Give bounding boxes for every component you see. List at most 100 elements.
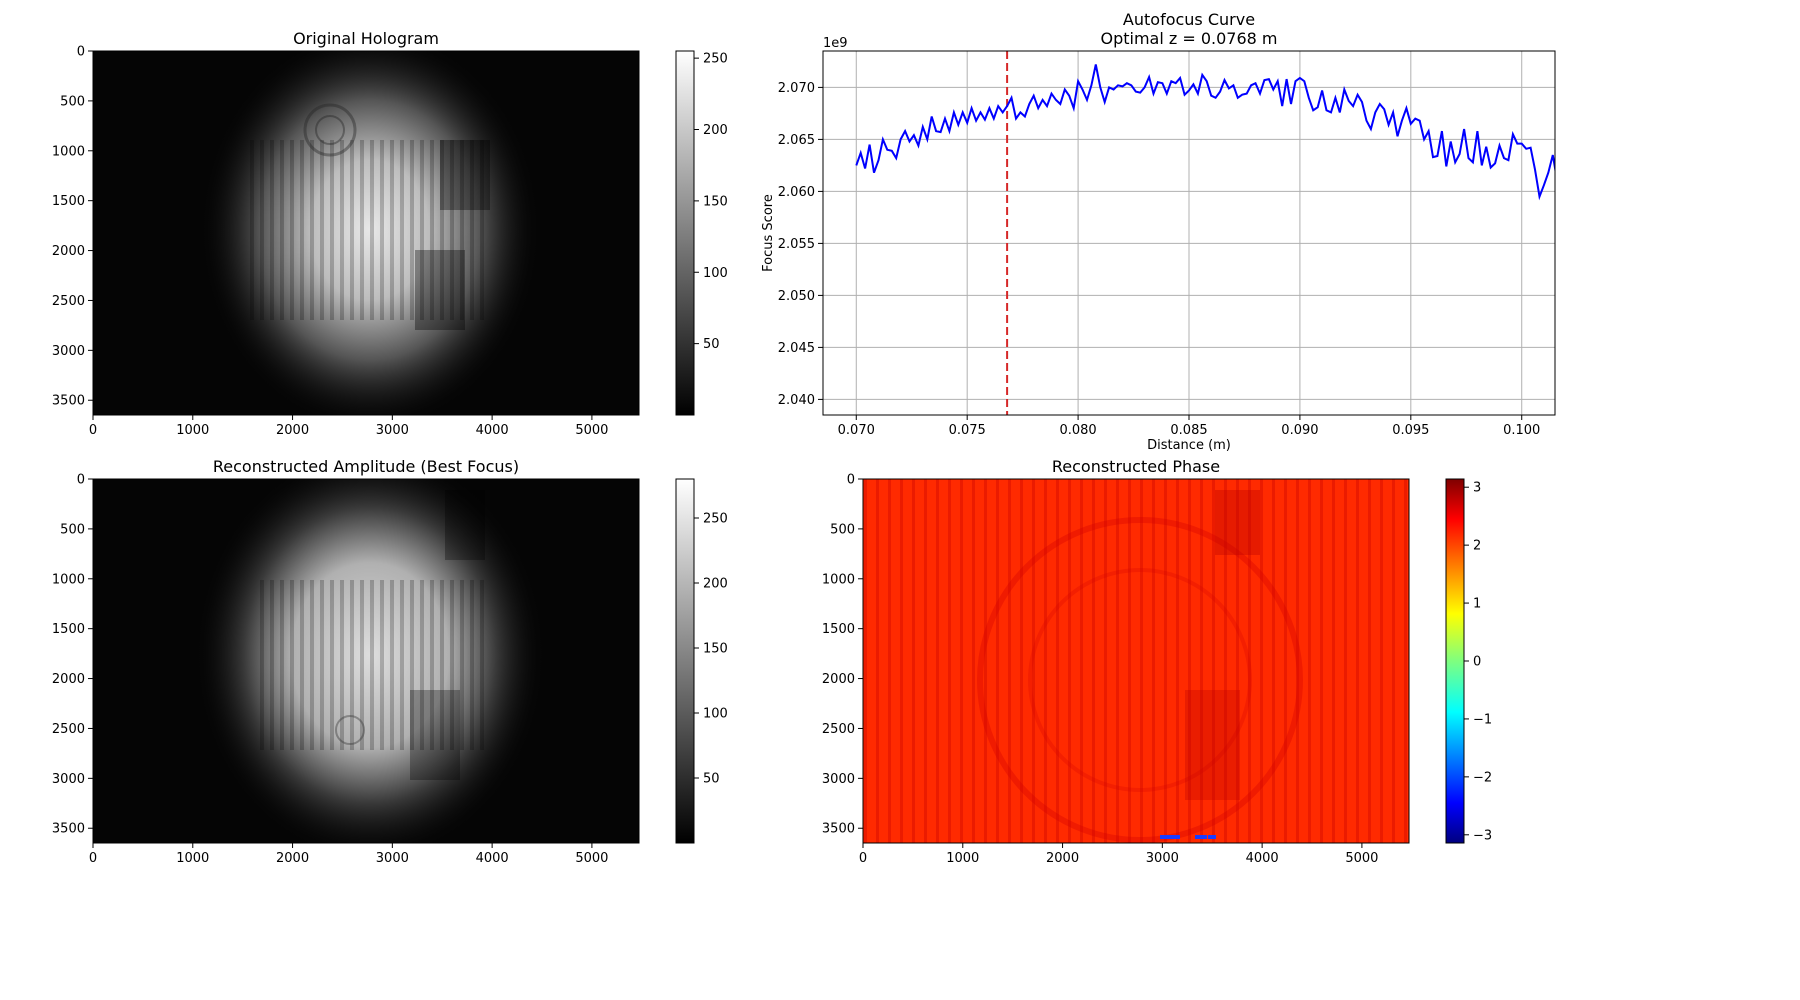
colorbar-tick-label: 100 xyxy=(703,266,728,281)
y-tick-label: 500 xyxy=(830,522,855,537)
x-tick-label: 0 xyxy=(859,851,867,866)
colorbar-tick-label: 50 xyxy=(703,337,720,352)
y-tick-label: 0 xyxy=(77,473,85,488)
colorbar-tick-label: 150 xyxy=(703,642,728,657)
grid xyxy=(823,51,1555,415)
y-tick-label: 2500 xyxy=(52,722,85,737)
x-tick-label: 4000 xyxy=(1246,851,1279,866)
y-tick-label: 2.055 xyxy=(778,237,815,252)
x-tick-label: 5000 xyxy=(575,423,608,438)
colorbar-tick-label: 2 xyxy=(1473,539,1481,554)
panel-title: Original Hologram xyxy=(293,29,439,48)
y-tick-label: 2000 xyxy=(822,672,855,687)
y-tick-label: 500 xyxy=(60,522,85,537)
x-tick-label: 3000 xyxy=(376,423,409,438)
colorbar-tick-label: 200 xyxy=(703,123,728,138)
y-tick-label: 500 xyxy=(60,94,85,109)
x-axis-ticks: 0 1000 2000 3000 4000 5000 xyxy=(89,843,608,866)
panel-title: Reconstructed Amplitude (Best Focus) xyxy=(213,457,519,476)
x-tick-label: 0 xyxy=(89,851,97,866)
x-tick-label: 0 xyxy=(89,423,97,438)
y-axis-ticks: 0 500 1000 1500 2000 2500 3000 3500 xyxy=(822,473,863,837)
y-tick-label: 1000 xyxy=(52,144,85,159)
x-tick-label: 4000 xyxy=(476,851,509,866)
colorbar: −3 −2 −1 0 1 2 3 xyxy=(1445,478,1492,844)
y-offset-label: 1e9 xyxy=(823,36,848,51)
panel-title: Autofocus Curve xyxy=(1123,10,1255,29)
y-axis-ticks: 0 500 1000 1500 2000 2500 3000 3500 xyxy=(52,473,93,837)
y-tick-label: 1000 xyxy=(52,572,85,587)
y-tick-label: 2.045 xyxy=(778,341,815,356)
y-tick-label: 3500 xyxy=(52,394,85,409)
y-tick-label: 1500 xyxy=(822,622,855,637)
x-tick-label: 5000 xyxy=(575,851,608,866)
y-axis-ticks: 0 500 1000 1500 2000 2500 3000 3500 xyxy=(52,45,93,409)
x-tick-label: 0.095 xyxy=(1392,423,1429,438)
colorbar-tick-label: 200 xyxy=(703,577,728,592)
y-tick-label: 0 xyxy=(77,45,85,60)
colorbar-tick-label: −3 xyxy=(1473,828,1492,843)
heatmap-image xyxy=(93,51,639,415)
panel-title: Reconstructed Phase xyxy=(1052,457,1220,476)
x-axis-ticks: 0 1000 2000 3000 4000 5000 xyxy=(859,843,1378,866)
x-tick-label: 0.100 xyxy=(1503,423,1540,438)
y-tick-label: 0 xyxy=(847,473,855,488)
colorbar-tick-label: 250 xyxy=(703,512,728,527)
colorbar-tick-label: 0 xyxy=(1473,655,1481,670)
y-tick-label: 2.065 xyxy=(778,133,815,148)
y-tick-label: 1500 xyxy=(52,622,85,637)
x-axis-ticks: 0.070 0.075 0.080 0.085 0.090 0.095 0.100 xyxy=(838,415,1540,438)
x-axis-label: Distance (m) xyxy=(1147,438,1231,453)
x-tick-label: 2000 xyxy=(1046,851,1079,866)
y-tick-label: 3000 xyxy=(822,772,855,787)
y-tick-label: 2000 xyxy=(52,244,85,259)
y-tick-label: 1000 xyxy=(822,572,855,587)
y-tick-label: 2.050 xyxy=(778,289,815,304)
x-tick-label: 0.090 xyxy=(1281,423,1318,438)
x-tick-label: 3000 xyxy=(376,851,409,866)
x-tick-label: 5000 xyxy=(1345,851,1378,866)
heatmap-image xyxy=(863,479,1409,843)
colorbar: 50 100 150 200 250 xyxy=(675,478,728,844)
colorbar-tick-label: −2 xyxy=(1473,770,1492,785)
colorbar-tick-label: 100 xyxy=(703,707,728,722)
heatmap-image xyxy=(93,479,639,843)
y-tick-label: 3000 xyxy=(52,772,85,787)
panel-reconstructed-amplitude: Reconstructed Amplitude (Best Focus) 0 10… xyxy=(52,457,728,866)
plot-area xyxy=(855,51,1555,415)
y-tick-label: 2.070 xyxy=(778,81,815,96)
y-axis-label: Focus Score xyxy=(761,194,776,272)
x-tick-label: 2000 xyxy=(276,423,309,438)
y-tick-label: 2000 xyxy=(52,672,85,687)
x-tick-label: 0.075 xyxy=(949,423,986,438)
colorbar-tick-label: 1 xyxy=(1473,597,1481,612)
colorbar: 50 100 150 200 250 xyxy=(675,50,728,416)
y-tick-label: 3000 xyxy=(52,344,85,359)
x-tick-label: 1000 xyxy=(176,851,209,866)
x-tick-label: 0.080 xyxy=(1059,423,1096,438)
x-tick-label: 0.070 xyxy=(838,423,875,438)
y-tick-label: 2500 xyxy=(52,294,85,309)
colorbar-tick-label: 50 xyxy=(703,772,720,787)
panel-autofocus-curve: Autofocus Curve Optimal z = 0.0768 m 1e9… xyxy=(761,10,1556,453)
panel-reconstructed-phase: Reconstructed Phase 0 1000 2000 3000 4000 500… xyxy=(822,457,1492,866)
x-tick-label: 2000 xyxy=(276,851,309,866)
x-tick-label: 1000 xyxy=(946,851,979,866)
y-tick-label: 2.040 xyxy=(778,393,815,408)
y-tick-label: 2500 xyxy=(822,722,855,737)
series-line xyxy=(855,64,1555,201)
y-tick-label: 3500 xyxy=(52,822,85,837)
y-tick-label: 2.060 xyxy=(778,185,815,200)
y-tick-label: 1500 xyxy=(52,194,85,209)
x-tick-label: 3000 xyxy=(1146,851,1179,866)
x-tick-label: 0.085 xyxy=(1170,423,1207,438)
panel-original-hologram: Original Hologram 0 1000 2000 3000 4000 5000 … xyxy=(52,29,728,438)
colorbar-tick-label: 150 xyxy=(703,194,728,209)
colorbar-tick-label: 250 xyxy=(703,52,728,67)
x-tick-label: 4000 xyxy=(476,423,509,438)
x-tick-label: 1000 xyxy=(176,423,209,438)
colorbar-tick-label: 3 xyxy=(1473,481,1481,496)
y-tick-label: 3500 xyxy=(822,822,855,837)
y-axis-ticks: 2.040 2.045 2.050 2.055 2.060 2.065 2.070 xyxy=(778,81,823,408)
